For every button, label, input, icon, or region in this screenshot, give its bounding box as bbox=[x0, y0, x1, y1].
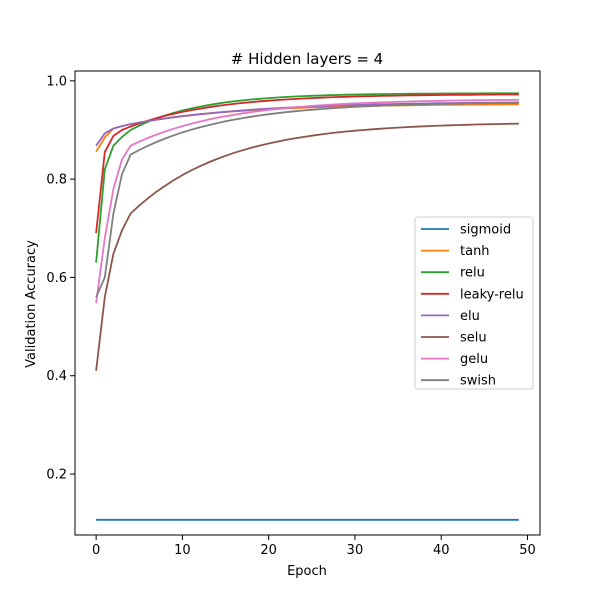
legend-label-tanh: tanh bbox=[460, 244, 490, 259]
legend-label-leaky-relu: leaky-relu bbox=[460, 287, 524, 302]
y-axis-label: Validation Accuracy bbox=[24, 240, 39, 368]
chart-title: # Hidden layers = 4 bbox=[231, 50, 383, 68]
x-tick-label: 50 bbox=[519, 543, 536, 558]
series-line-elu bbox=[95, 101, 519, 147]
x-tick-label: 10 bbox=[174, 543, 191, 558]
legend-label-selu: selu bbox=[460, 331, 487, 346]
y-tick-label: 0.6 bbox=[46, 271, 67, 286]
x-tick-label: 30 bbox=[347, 543, 364, 558]
plot-area: 0 10 20 30 40 50 0.2 0.4 0.6 0.8 1.0 bbox=[46, 70, 541, 558]
x-tick-label: 20 bbox=[260, 543, 277, 558]
series-line-leaky-relu bbox=[95, 93, 519, 234]
legend-box bbox=[414, 216, 534, 390]
x-axis-label: Epoch bbox=[287, 564, 327, 579]
series-line-selu bbox=[95, 122, 519, 371]
legend: sigmoid tanh relu leaky-relu elu selu gelu swis… bbox=[414, 216, 534, 390]
x-tick-label: 0 bbox=[92, 543, 100, 558]
legend-label-elu: elu bbox=[460, 309, 480, 324]
x-tick-label: 40 bbox=[433, 543, 450, 558]
y-tick-label: 1.0 bbox=[46, 74, 67, 89]
legend-label-gelu: gelu bbox=[460, 352, 488, 367]
series-line-swish bbox=[95, 101, 519, 298]
legend-label-relu: relu bbox=[460, 266, 485, 281]
plot-frame bbox=[74, 70, 541, 536]
legend-label-sigmoid: sigmoid bbox=[460, 223, 511, 238]
series-line-gelu bbox=[95, 98, 519, 304]
y-tick-label: 0.8 bbox=[46, 173, 67, 188]
y-tick-label: 0.4 bbox=[46, 369, 67, 384]
series-line-tanh bbox=[95, 103, 519, 153]
legend-label-swish: swish bbox=[460, 374, 496, 389]
y-tick-label: 0.2 bbox=[46, 468, 67, 483]
